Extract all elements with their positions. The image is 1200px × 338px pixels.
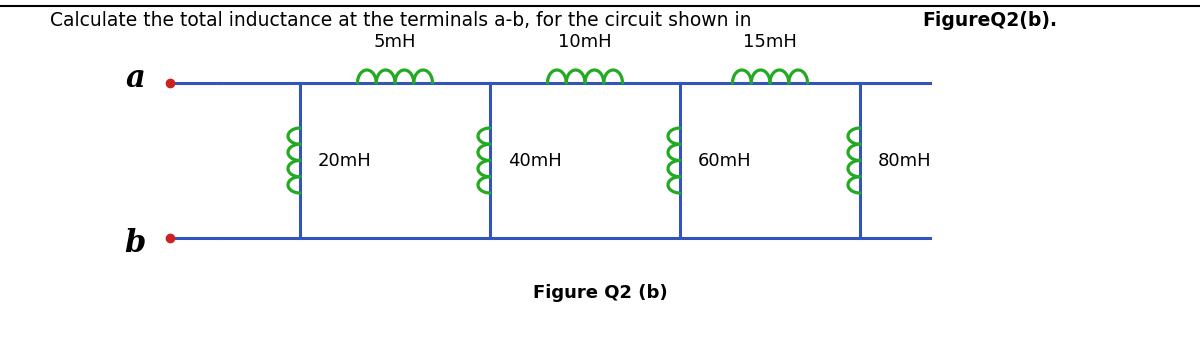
Text: 15mH: 15mH	[743, 33, 797, 51]
Text: 5mH: 5mH	[373, 33, 416, 51]
Text: 80mH: 80mH	[878, 151, 931, 169]
Text: 40mH: 40mH	[508, 151, 562, 169]
Text: Calculate the total inductance at the terminals a-b, for the circuit shown in: Calculate the total inductance at the te…	[50, 10, 757, 29]
Text: a: a	[125, 63, 145, 94]
Text: 60mH: 60mH	[698, 151, 751, 169]
Text: Figure Q2 (b): Figure Q2 (b)	[533, 284, 667, 302]
Text: b: b	[125, 227, 145, 259]
Text: 10mH: 10mH	[558, 33, 612, 51]
Text: FigureQ2(b).: FigureQ2(b).	[922, 10, 1057, 29]
Text: 20mH: 20mH	[318, 151, 372, 169]
